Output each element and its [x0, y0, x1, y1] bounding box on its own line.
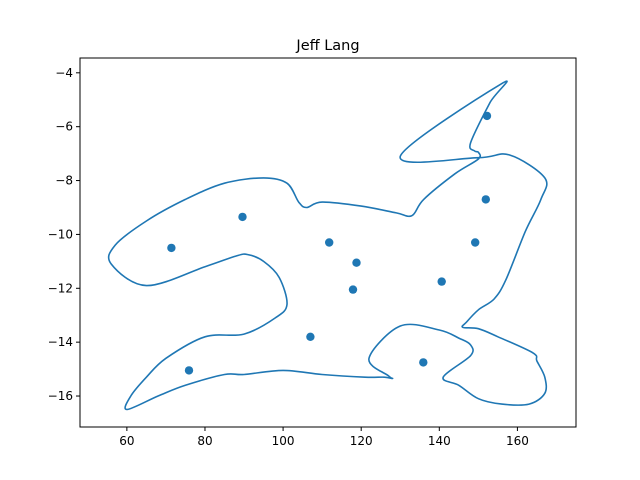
scatter-point — [167, 243, 176, 253]
x-tick-label: 140 — [428, 434, 451, 448]
scatter-point — [352, 258, 361, 267]
chart-title: Jeff Lang — [295, 38, 359, 54]
plot-area — [107, 80, 548, 411]
y-tick-label: −12 — [48, 281, 73, 295]
x-tick-label: 100 — [272, 434, 295, 448]
scatter-point — [306, 332, 315, 341]
series-curve — [107, 80, 548, 411]
scatter-point — [471, 238, 480, 247]
scatter-point — [348, 285, 358, 294]
y-tick-label: −10 — [48, 227, 73, 241]
axes-frame — [79, 57, 577, 428]
x-tick-label: 80 — [197, 434, 212, 448]
x-axis: 60 80 100 120 140 160 — [119, 427, 529, 448]
x-tick-label: 60 — [119, 434, 134, 448]
scatter-point — [184, 366, 194, 375]
scatter-point — [325, 238, 334, 247]
y-tick-label: −14 — [48, 335, 73, 349]
scatter-point — [481, 195, 490, 204]
y-tick-label: −4 — [55, 66, 73, 80]
y-tick-label: −6 — [55, 120, 73, 134]
y-tick-label: −16 — [48, 389, 73, 403]
x-tick-label: 120 — [350, 434, 373, 448]
y-tick-label: −8 — [55, 174, 73, 188]
scatter-point — [419, 358, 428, 367]
y-axis: −4 −6 −8 −10 −12 −14 −16 — [48, 66, 80, 403]
scatter-point — [437, 277, 446, 286]
scatter-point — [238, 212, 247, 222]
scatter-point — [482, 111, 492, 121]
x-tick-label: 160 — [506, 434, 529, 448]
